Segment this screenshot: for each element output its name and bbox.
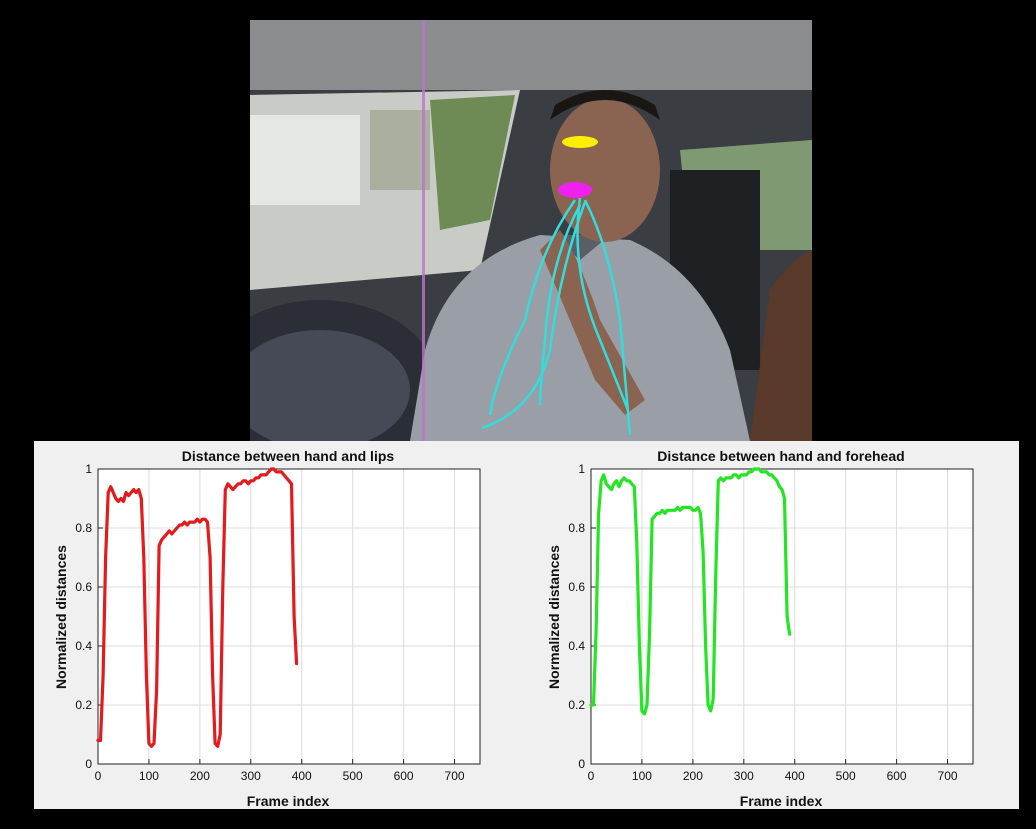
x-tick-label: 400 [292, 769, 312, 783]
x-tick-label: 700 [445, 769, 465, 783]
y-tick-label: 0.2 [75, 698, 92, 712]
car-ceiling [250, 20, 812, 90]
chart-hand-forehead: Distance between hand and forehead Frame… [546, 448, 974, 809]
plot-area [98, 469, 480, 764]
forehead-marker [562, 136, 598, 148]
y-tick-label: 0.6 [75, 580, 92, 594]
x-axis-label: Frame index [247, 793, 330, 809]
y-tick-label: 0.2 [568, 698, 585, 712]
driver-hair [550, 90, 660, 120]
chart-title: Distance between hand and lips [182, 448, 395, 464]
driver-face [550, 98, 660, 242]
series-line [96, 467, 299, 748]
y-tick-label: 0 [578, 757, 585, 771]
y-tick-label: 0 [85, 757, 92, 771]
chart-hand-lips: Distance between hand and lips Frame ind… [53, 448, 481, 809]
axes-frame [590, 468, 974, 765]
y-axis-label: Normalized distances [53, 545, 69, 689]
x-tick-label: 600 [887, 769, 907, 783]
hand-trajectory [481, 197, 632, 436]
x-tick-label: 500 [343, 769, 363, 783]
x-tick-label: 400 [785, 769, 805, 783]
in-car-driver-photo [250, 20, 812, 441]
x-tick-label: 300 [241, 769, 261, 783]
x-tick-label: 700 [938, 769, 958, 783]
distance-charts: Distance between hand and lips Frame ind… [53, 448, 974, 809]
y-tick-label: 1 [578, 462, 585, 476]
chart-title: Distance between hand and forehead [657, 448, 904, 464]
x-tick-label: 200 [190, 769, 210, 783]
lips-marker [558, 182, 592, 198]
outside-house [250, 115, 360, 205]
x-tick-label: 200 [683, 769, 703, 783]
y-tick-label: 0.4 [75, 639, 92, 653]
steering-wheel-inner [250, 330, 410, 441]
y-axis-label: Normalized distances [546, 545, 562, 689]
y-tick-label: 0.8 [568, 521, 585, 535]
overlay-line [422, 20, 425, 441]
x-tick-label: 600 [394, 769, 414, 783]
y-tick-label: 1 [85, 462, 92, 476]
series-line [589, 467, 792, 716]
x-tick-label: 100 [139, 769, 159, 783]
y-tick-label: 0.4 [568, 639, 585, 653]
plot-panel: Distance between hand and lips Frame ind… [34, 441, 1019, 809]
outside-wall [370, 110, 430, 190]
x-tick-label: 0 [95, 769, 102, 783]
axes-frame [97, 468, 481, 765]
y-tick-label: 0.6 [568, 580, 585, 594]
x-tick-label: 300 [734, 769, 754, 783]
x-tick-label: 500 [836, 769, 856, 783]
x-tick-label: 100 [632, 769, 652, 783]
x-axis-label: Frame index [740, 793, 823, 809]
y-tick-label: 0.8 [75, 521, 92, 535]
passenger [750, 250, 812, 441]
x-tick-label: 0 [588, 769, 595, 783]
driver-video-frame [250, 20, 812, 441]
outside-trees [430, 95, 515, 230]
plot-area [591, 469, 973, 764]
